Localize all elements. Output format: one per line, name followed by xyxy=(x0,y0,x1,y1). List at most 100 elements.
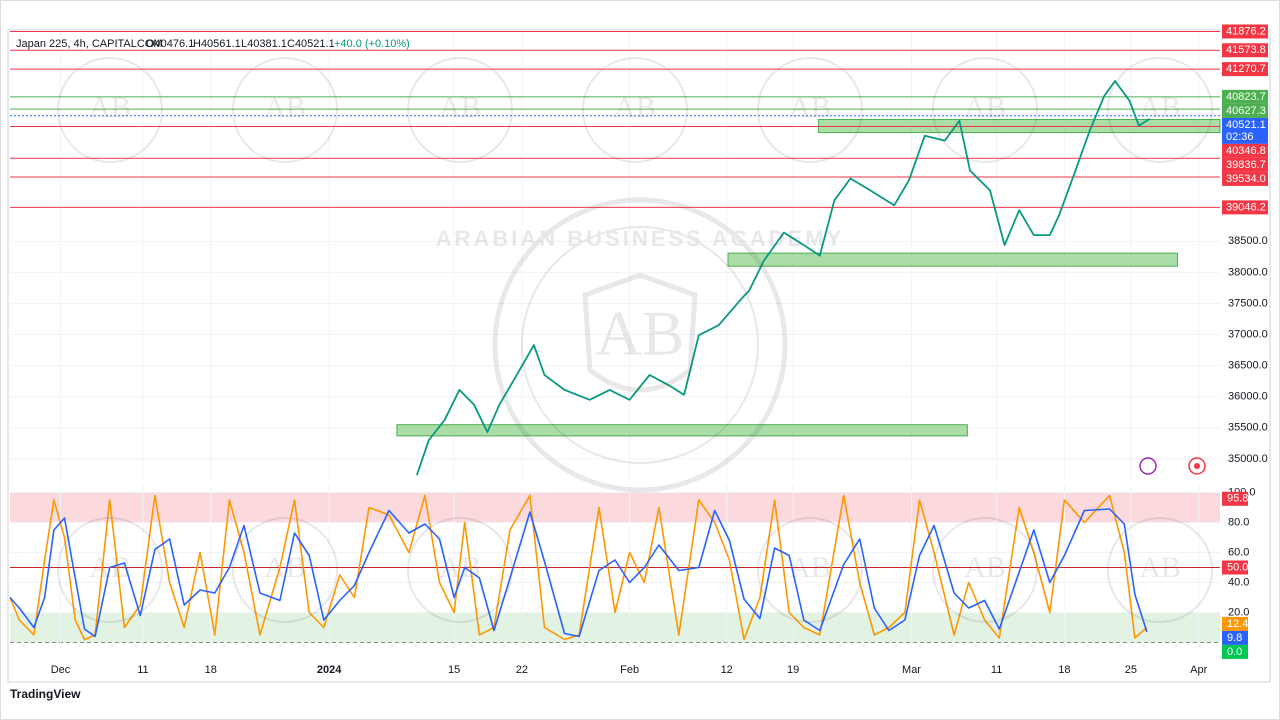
ohlc-high: H40561.1 xyxy=(193,38,241,50)
y-tick-label: 36500.0 xyxy=(1228,360,1268,372)
watermark-tile-logo: AB xyxy=(789,91,831,124)
level-label: 39534.0 xyxy=(1226,173,1266,185)
x-tick-label: Mar xyxy=(902,664,921,676)
ohlc-open: O40476.1 xyxy=(146,38,194,50)
watermark-tile xyxy=(1107,517,1213,623)
x-tick-label: 18 xyxy=(205,664,217,676)
level-badge xyxy=(1222,171,1268,186)
y-tick-label: 40.0 xyxy=(1228,576,1249,588)
x-tick-label: 25 xyxy=(1125,664,1137,676)
level-label: 41573.8 xyxy=(1226,44,1266,56)
countdown: 02:36 xyxy=(1226,131,1254,143)
zone xyxy=(396,424,968,437)
level-badge xyxy=(1222,200,1268,215)
watermark-tile xyxy=(232,517,338,623)
watermark-tile-logo: AB xyxy=(89,551,131,584)
zone xyxy=(727,252,1178,267)
level-badge xyxy=(1222,62,1268,77)
level-label: 39046.2 xyxy=(1226,201,1266,213)
watermark-tile-logo: AB xyxy=(1139,551,1181,584)
x-tick-label: 2024 xyxy=(317,664,342,676)
series-line xyxy=(9,494,1148,641)
series-line xyxy=(9,508,1148,638)
watermark-tile xyxy=(407,57,513,163)
level-badge xyxy=(1222,103,1268,118)
value-badge-label: 12.4 xyxy=(1227,618,1248,630)
watermark-tile xyxy=(757,517,863,623)
level-badge xyxy=(1222,43,1268,58)
watermark-tile-logo: AB xyxy=(439,551,481,584)
value-badge xyxy=(1222,616,1248,631)
target-icon-dot xyxy=(1194,463,1200,469)
level-badge xyxy=(1222,89,1268,104)
value-badge-label: 0.0 xyxy=(1227,646,1242,658)
x-tick-label: 11 xyxy=(137,664,148,676)
target-icon[interactable] xyxy=(1188,457,1206,475)
value-badge-label: 50.0 xyxy=(1227,561,1248,573)
watermark: AB ARABIAN BUSINESS ACADEMY AB AB AB AB AB AB… xyxy=(57,57,1213,623)
watermark-tile-logo: AB xyxy=(789,551,831,584)
y-tick-label: 38500.0 xyxy=(1228,235,1268,247)
level-label: 39836.7 xyxy=(1226,159,1266,171)
watermark-tile-logo: AB xyxy=(1139,91,1181,124)
footer-brand: TradingView xyxy=(10,687,81,701)
ohlc-close: C40521.1 xyxy=(287,38,335,50)
watermark-ring xyxy=(521,226,759,464)
y-tick-label: 80.0 xyxy=(1228,516,1249,528)
band xyxy=(10,612,1220,643)
band xyxy=(10,492,1220,523)
y-tick-label: 35000.0 xyxy=(1228,453,1268,465)
watermark-tile-logo: AB xyxy=(614,91,656,124)
watermark-tile xyxy=(932,57,1038,163)
y-tick-label: 35500.0 xyxy=(1228,422,1268,434)
value-badge xyxy=(1222,630,1248,645)
watermark-tile xyxy=(57,57,163,163)
series-line xyxy=(416,80,1150,476)
alert-icon[interactable] xyxy=(1139,457,1157,475)
y-tick-label: 38000.0 xyxy=(1228,266,1268,278)
value-badge xyxy=(1222,644,1248,659)
x-tick-label: Feb xyxy=(620,664,639,676)
plot-border xyxy=(7,29,1271,683)
level-label: 41876.2 xyxy=(1226,25,1266,37)
y-tick-label: 37500.0 xyxy=(1228,297,1268,309)
x-tick-label: Dec xyxy=(51,664,71,676)
symbol: Japan 225, 4h, CAPITALCOM xyxy=(16,38,163,50)
level-label: 40627.3 xyxy=(1226,105,1266,117)
value-badge-label: 9.8 xyxy=(1227,632,1242,644)
watermark-tile xyxy=(932,517,1038,623)
level-label: 40823.7 xyxy=(1226,91,1266,103)
watermark-ring xyxy=(492,197,788,493)
x-tick-label: 11 xyxy=(991,664,1002,676)
level-label: 40521.1 xyxy=(1226,119,1266,131)
value-badge xyxy=(1222,560,1248,575)
value-badge xyxy=(1222,491,1248,506)
watermark-tile xyxy=(57,517,163,623)
watermark-tile-logo: AB xyxy=(964,91,1006,124)
x-tick-label: 22 xyxy=(516,664,528,676)
watermark-tile-logo: AB xyxy=(89,91,131,124)
watermark-tile xyxy=(582,57,688,163)
y-tick-label: 20.0 xyxy=(1228,606,1249,618)
watermark-shield xyxy=(582,272,698,393)
y-tick-label: 36000.0 xyxy=(1228,391,1268,403)
x-tick-label: 19 xyxy=(787,664,799,676)
level-badge xyxy=(1222,24,1268,39)
level-label: 41270.7 xyxy=(1226,63,1266,75)
watermark-tile-logo: AB xyxy=(264,551,306,584)
zone xyxy=(817,119,1221,134)
x-tick-label: 18 xyxy=(1058,664,1070,676)
level-badge xyxy=(1222,117,1268,144)
watermark-logo: AB xyxy=(596,298,685,369)
watermark-tile xyxy=(407,517,513,623)
x-tick-label: 15 xyxy=(448,664,460,676)
watermark-tile xyxy=(232,57,338,163)
x-tick-label: Apr xyxy=(1190,664,1207,676)
ohlc-low: L40381.1 xyxy=(241,38,287,50)
watermark-tile-logo: AB xyxy=(439,91,481,124)
level-badge xyxy=(1222,143,1268,158)
ohlc-change: +40.0 (+0.10%) xyxy=(334,38,410,50)
watermark-tile xyxy=(757,57,863,163)
